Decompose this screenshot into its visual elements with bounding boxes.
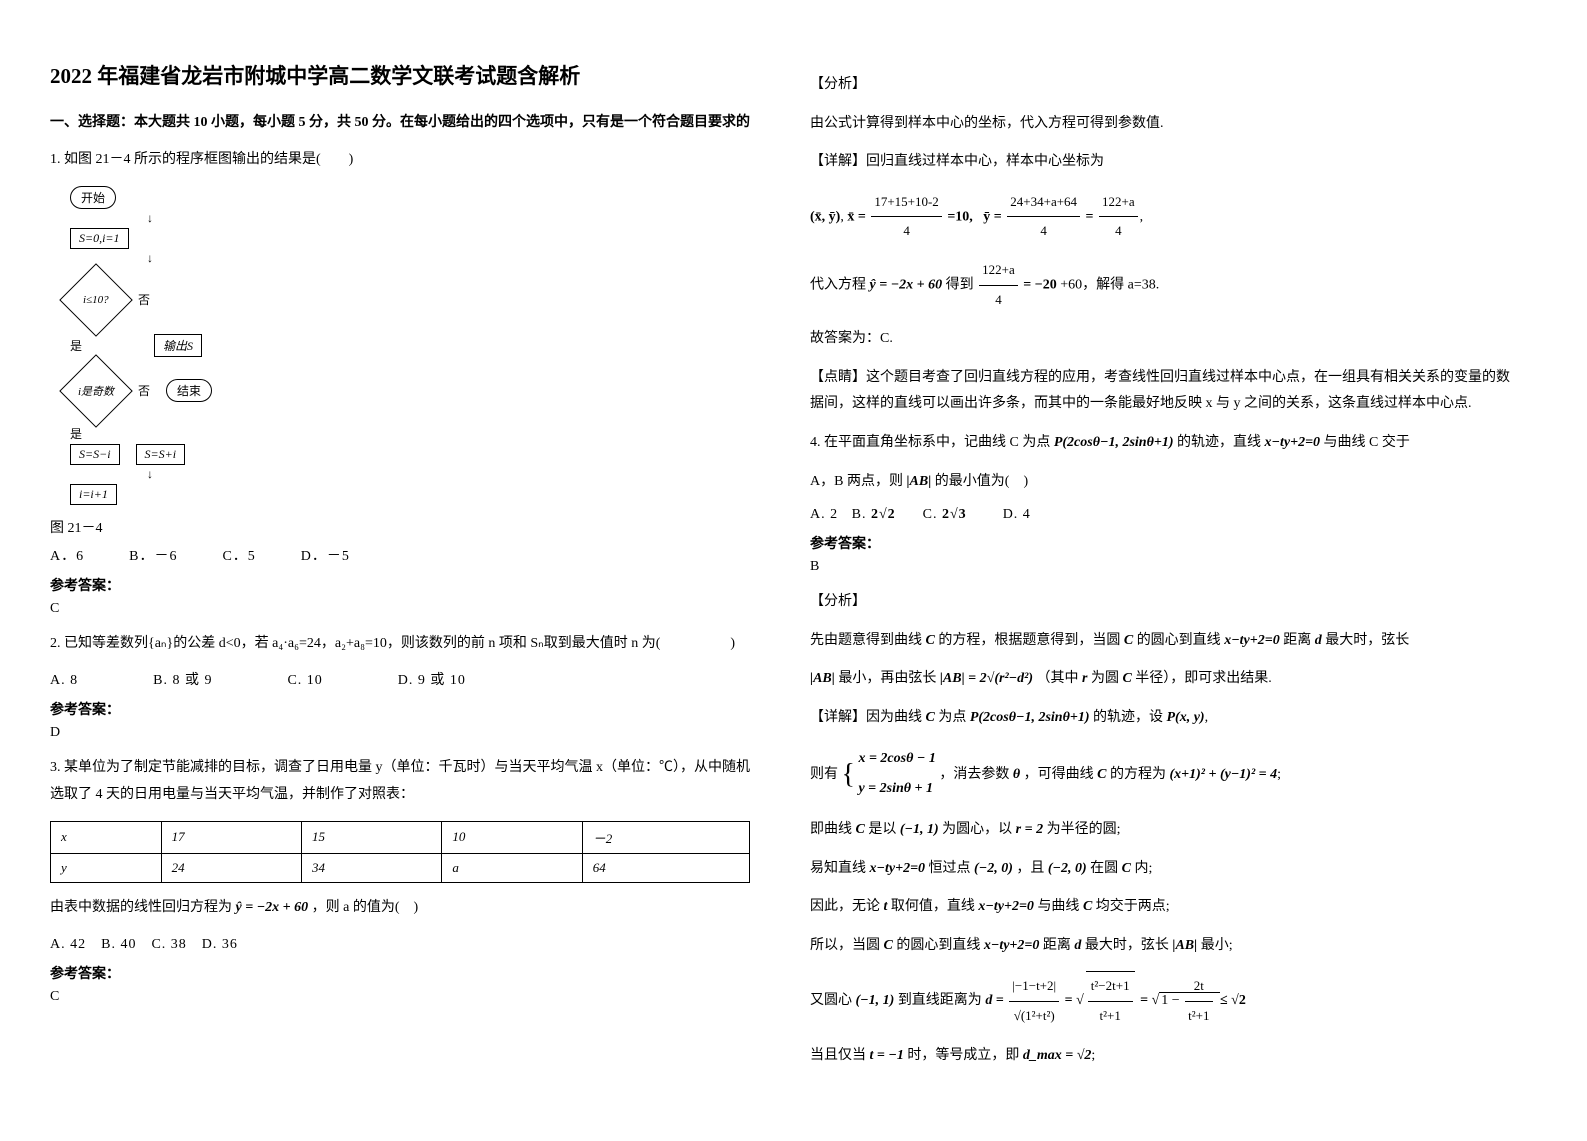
table-cell: 64 (582, 853, 749, 882)
q3-stem2: 由表中数据的线性回归方程为 ŷ = −2x + 60 ，则 a 的值为( ) (50, 895, 750, 922)
q4-stem: 4. 在平面直角坐标系中，记曲线 C 为点 P(2cosθ−1, 2sinθ+1… (810, 430, 1510, 457)
table-cell: 24 (161, 853, 301, 882)
fraction: 17+15+10-2 4 (871, 188, 942, 246)
fraction: 24+34+a+64 4 (1007, 188, 1080, 246)
table-cell: x (51, 821, 162, 853)
table-cell: 10 (442, 821, 582, 853)
q4-therefore: 所以，当圆 C 的圆心到直线 x−ty+2=0 距离 d 最大时，弦长 |AB|… (810, 933, 1510, 960)
answer-label: 参考答案： (810, 533, 1510, 553)
table-row: y 24 34 a 64 (51, 853, 750, 882)
q4-stem2: A，B 两点，则 |AB| 的最小值为( ) (810, 469, 1510, 496)
q4-equality: 当且仅当 t = −1 时，等号成立，即 d_max = √2; (810, 1043, 1510, 1070)
table-cell: a (442, 853, 582, 882)
section-1-heading: 一、选择题：本大题共 10 小题，每小题 5 分，共 50 分。在每小题给出的四… (50, 110, 750, 135)
fc-s2: S=S+i (136, 444, 186, 465)
table-cell: －2 (582, 821, 749, 853)
dian-jing: 【点睛】这个题目考查了回归直线方程的应用，考查线性回归直线过样本中心点，在一组具… (810, 365, 1510, 418)
distance-formula: 又圆心 (−1, 1) 到直线距离为 d = |−1−t+2| √(1²+t²)… (810, 971, 1510, 1030)
analysis-label: 【分析】 (810, 72, 1510, 99)
q1-options: A．6 B．－6 C．5 D．－5 (50, 545, 750, 565)
center-formula: (x̄, ȳ), x̄ = 17+15+10-2 4 =10, ȳ = 24+3… (810, 188, 1510, 246)
conclusion: 故答案为：C. (810, 326, 1510, 353)
fc-cond2: i是奇数 (59, 354, 133, 428)
q4-analysis-2: |AB| 最小，再由弦长 |AB| = 2√(r²−d²) （其中 r 为圆 C… (810, 666, 1510, 693)
fc-yes-label: 是 (70, 337, 82, 354)
q3-answer: C (50, 989, 750, 1005)
fc-inc: i=i+1 (70, 484, 117, 505)
fc-no-label: 否 (138, 291, 150, 308)
q3-table: x 17 15 10 －2 y 24 34 a 64 (50, 821, 750, 883)
regression-eq: ŷ = −2x + 60 (236, 900, 309, 915)
table-row: x 17 15 10 －2 (51, 821, 750, 853)
dmax: d_max = √2 (1023, 1048, 1092, 1063)
flowchart: 开始 ↓ S=0,i=1 ↓ i≤10? 否 是 输出S i是奇数 否 结束 是 (70, 186, 230, 505)
fraction: |−1−t+2| √(1²+t²) (1009, 972, 1059, 1030)
fc-init: S=0,i=1 (70, 228, 129, 249)
q4-answer: B (810, 559, 1510, 575)
fraction: 122+a 4 (979, 256, 1018, 314)
brace-icon: { (842, 759, 855, 790)
line-eq: x−ty+2=0 (1265, 435, 1321, 450)
q4-detail: 【详解】因为曲线 C 为点 P(2cosθ−1, 2sinθ+1) 的轨迹，设 … (810, 705, 1510, 732)
answer-label: 参考答案： (50, 575, 750, 595)
q4-circle: 即曲线 C 是以 (−1, 1) 为圆心，以 r = 2 为半径的圆; (810, 817, 1510, 844)
ab-length: |AB| (906, 474, 931, 489)
fig-caption: 图 21－4 (50, 517, 750, 537)
q4-line-fixed: 易知直线 x−ty+2=0 恒过点 (−2, 0) ，且 (−2, 0) 在圆 … (810, 856, 1510, 883)
fraction: 2t t²+1 (1185, 972, 1212, 1030)
table-cell: y (51, 853, 162, 882)
q4-analysis-1: 先由题意得到曲线 C 的方程，根据题意得到，当圆 C 的圆心到直线 x−ty+2… (810, 628, 1510, 655)
fc-arrow: ↓ (70, 211, 230, 226)
answer-label: 参考答案： (50, 699, 750, 719)
q4-options: A. 2 B. 2√2 C. 2√3 D. 4 (810, 507, 1510, 523)
q3-stem: 3. 某单位为了制定节能减排的目标，调查了日用电量 y（单位：千瓦时）与当天平均… (50, 755, 750, 808)
page: 2022 年福建省龙岩市附城中学高二数学文联考试题含解析 一、选择题：本大题共 … (0, 0, 1587, 1141)
param-system: 则有 { x = 2cosθ − 1 y = 2sinθ + 1 ，消去参数 θ… (810, 744, 1510, 806)
ybar: ȳ (983, 209, 990, 224)
fc-output: 输出S (154, 334, 202, 357)
q1-answer: C (50, 601, 750, 617)
fc-cond1: i≤10? (59, 263, 133, 337)
substitute-line: 代入方程 ŷ = −2x + 60 得到 122+a 4 = −20 +60，解… (810, 256, 1510, 314)
fc-start: 开始 (70, 186, 116, 209)
table-cell: 15 (301, 821, 441, 853)
fc-end: 结束 (166, 379, 212, 402)
xy-bar: (x̄, ȳ) (810, 209, 840, 224)
detail-label: 【详解】回归直线过样本中心，样本中心坐标为 (810, 149, 1510, 176)
fc-yes-label2: 是 (70, 425, 82, 442)
left-column: 2022 年福建省龙岩市附城中学高二数学文联考试题含解析 一、选择题：本大题共 … (50, 60, 750, 1081)
q2-options: A. 8 B. 8 或 9 C. 10 D. 9 或 10 (50, 669, 750, 689)
answer-label: 参考答案： (50, 963, 750, 983)
q2-stem: 2. 已知等差数列{aₙ}的公差 d<0，若 a₄·a₆=24，a₂+a₈=10… (50, 631, 750, 658)
analysis-label: 【分析】 (810, 589, 1510, 616)
fraction: t²−2t+1 t²+1 (1086, 971, 1135, 1030)
q4-any-t: 因此，无论 t 取何值，直线 x−ty+2=0 与曲线 C 均交于两点; (810, 894, 1510, 921)
q1-stem: 1. 如图 21－4 所示的程序框图输出的结果是( ) (50, 147, 750, 174)
table-cell: 34 (301, 853, 441, 882)
fc-arrow: ↓ (70, 467, 230, 482)
point-p: P(2cosθ−1, 2sinθ+1) (1054, 435, 1174, 450)
doc-title: 2022 年福建省龙岩市附城中学高二数学文联考试题含解析 (50, 60, 750, 90)
chord-formula: |AB| = 2√(r²−d²) (940, 671, 1033, 686)
fraction: 122+a 4 (1099, 188, 1138, 246)
circle-eq: (x+1)² + (y−1)² = 4 (1169, 767, 1277, 782)
q3-options: A. 42 B. 40 C. 38 D. 36 (50, 933, 750, 953)
q2-answer: D (50, 725, 750, 741)
table-cell: 17 (161, 821, 301, 853)
right-column: 【分析】 由公式计算得到样本中心的坐标，代入方程可得到参数值. 【详解】回归直线… (810, 60, 1510, 1081)
xbar: x̄ (847, 209, 854, 224)
fc-s1: S=S−i (70, 444, 120, 465)
analysis-text: 由公式计算得到样本中心的坐标，代入方程可得到参数值. (810, 111, 1510, 138)
fc-no-label2: 否 (138, 382, 150, 399)
